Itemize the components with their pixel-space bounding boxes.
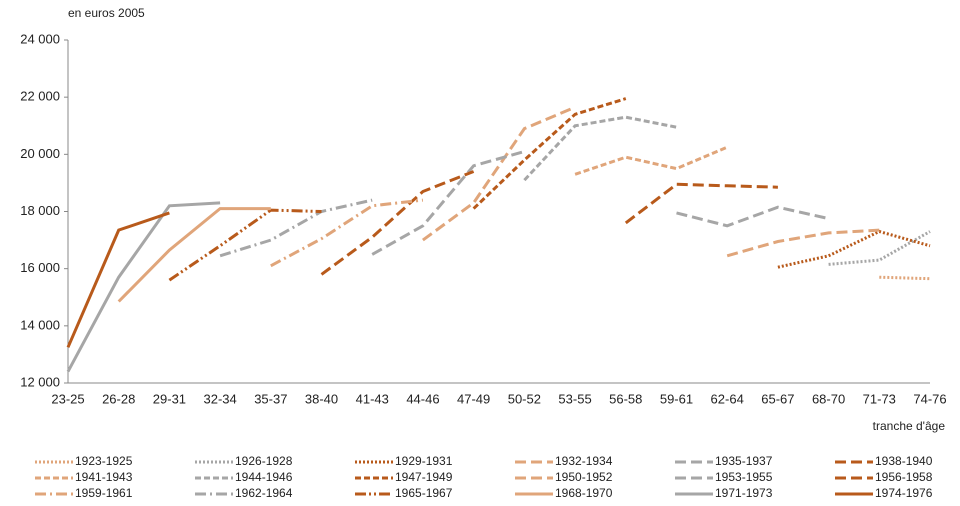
- y-tick-label: 22 000: [20, 89, 60, 104]
- series-line: [574, 145, 728, 176]
- x-tick-label: 29-31: [153, 391, 186, 406]
- legend-label: 1932-1934: [555, 454, 613, 468]
- series-line: [168, 208, 322, 282]
- y-tick-label: 18 000: [20, 203, 60, 218]
- legend-label: 1935-1937: [715, 454, 773, 468]
- y-tick-label: 14 000: [20, 317, 60, 332]
- x-tick-label: 50-52: [508, 391, 541, 406]
- legend-label: 1947-1949: [395, 470, 453, 484]
- series-line: [828, 230, 931, 266]
- x-tick-label: 62-64: [711, 391, 744, 406]
- series-line: [320, 170, 475, 276]
- series-line: [219, 198, 373, 258]
- x-tick-label: 38-40: [305, 391, 338, 406]
- series-line: [472, 97, 627, 210]
- legend-label: 1929-1931: [395, 454, 453, 468]
- legend-label: 1950-1952: [555, 470, 613, 484]
- x-tick-label: 41-43: [356, 391, 389, 406]
- series-line: [422, 105, 576, 242]
- series-line: [624, 182, 778, 225]
- legend-label: 1962-1964: [235, 486, 293, 500]
- series-line: [879, 275, 931, 281]
- x-tick-label: 35-37: [254, 391, 287, 406]
- y-tick-label: 12 000: [20, 374, 60, 389]
- x-tick-label: 32-34: [203, 391, 236, 406]
- series-line: [66, 201, 221, 373]
- legend-label: 1923-1925: [75, 454, 133, 468]
- legend-label: 1938-1940: [875, 454, 933, 468]
- x-tick-label: 74-76: [913, 391, 946, 406]
- legend-label: 1956-1958: [875, 470, 933, 484]
- legend-label: 1971-1973: [715, 486, 773, 500]
- legend-label: 1926-1928: [235, 454, 293, 468]
- series-line: [726, 228, 880, 258]
- x-tick-label: 23-25: [51, 391, 84, 406]
- x-tick-label: 44-46: [406, 391, 439, 406]
- series-line: [371, 150, 525, 256]
- series-line: [676, 205, 829, 228]
- series-line: [777, 229, 931, 269]
- series-line: [270, 198, 424, 268]
- x-tick-label: 71-73: [863, 391, 896, 406]
- legend-label: 1944-1946: [235, 470, 293, 484]
- legend-label: 1953-1955: [715, 470, 773, 484]
- x-tick-label: 47-49: [457, 391, 490, 406]
- x-tick-label: 65-67: [761, 391, 794, 406]
- legend-label: 1959-1961: [75, 486, 133, 500]
- y-tick-label: 20 000: [20, 146, 60, 161]
- x-tick-label: 59-61: [660, 391, 693, 406]
- series-line: [117, 207, 271, 303]
- y-axis-title: en euros 2005: [68, 6, 145, 20]
- x-axis-title: tranche d'âge: [873, 419, 946, 433]
- legend-label: 1968-1970: [555, 486, 613, 500]
- legend-label: 1965-1967: [395, 486, 453, 500]
- y-tick-label: 24 000: [20, 31, 60, 46]
- x-tick-label: 26-28: [102, 391, 135, 406]
- y-tick-label: 16 000: [20, 260, 60, 275]
- x-tick-label: 53-55: [558, 391, 591, 406]
- legend-label: 1974-1976: [875, 486, 933, 500]
- x-tick-label: 56-58: [609, 391, 642, 406]
- series-line: [523, 115, 677, 182]
- x-tick-label: 68-70: [812, 391, 845, 406]
- legend-label: 1941-1943: [75, 470, 133, 484]
- series-line: [66, 211, 170, 348]
